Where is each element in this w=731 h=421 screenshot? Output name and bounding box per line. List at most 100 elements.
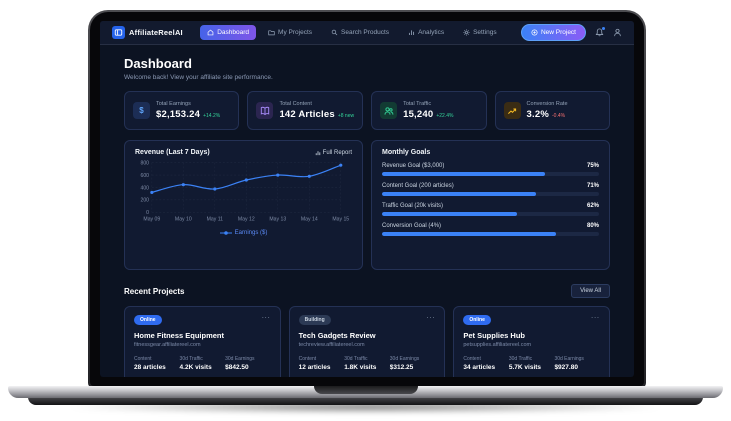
legend-label: Earnings ($)	[234, 230, 268, 237]
laptop-base-bottom	[28, 397, 703, 405]
project-domain: fitnessgear.affiliatereel.com	[134, 342, 201, 348]
goal-progressbar	[382, 172, 599, 176]
svg-text:600: 600	[140, 173, 149, 179]
goal-progress-fill	[382, 192, 537, 196]
search-icon	[331, 29, 338, 36]
user-avatar-icon[interactable]	[613, 28, 622, 37]
pstat-label: Content	[463, 356, 481, 362]
project-domain: petsupplies.affiliatereel.com	[463, 342, 532, 348]
project-card-home-fitness[interactable]: Online ... Home Fitness Equipment fitnes…	[124, 306, 281, 377]
ellipsis-menu-icon[interactable]: ...	[426, 313, 436, 320]
goal-percent: 62%	[586, 203, 599, 209]
svg-text:May 12: May 12	[238, 217, 255, 223]
nav-label: Dashboard	[217, 29, 250, 36]
svg-text:May 10: May 10	[175, 217, 192, 223]
goal-row-conversion: Conversion Goal (4%) 80%	[382, 223, 599, 236]
laptop-base	[8, 386, 723, 398]
pstat-label: 30d Earnings	[389, 356, 420, 362]
stat-label: Total Content	[279, 101, 312, 107]
trending-up-icon	[507, 106, 517, 116]
pstat-value: $927.80	[554, 364, 578, 371]
notifications-bell-icon[interactable]	[595, 27, 605, 37]
brand-name: AffiliateReelAI	[129, 28, 183, 37]
page-title: Dashboard	[124, 56, 192, 71]
stats-row: $ Total Earnings $2,153.24 +14.2%	[124, 91, 610, 130]
project-name: Pet Supplies Hub	[463, 331, 526, 340]
projects-title: Recent Projects	[124, 286, 185, 296]
project-card-pet-supplies[interactable]: Online ... Pet Supplies Hub petsupplies.…	[453, 306, 610, 377]
ellipsis-menu-icon[interactable]: ...	[261, 313, 271, 320]
laptop-bezel: AffiliateReelAI Dashboard My Projects Se…	[90, 12, 644, 386]
folder-icon	[268, 29, 275, 36]
stat-label: Conversion Rate	[526, 101, 568, 107]
full-report-link[interactable]: Full Report	[315, 150, 352, 156]
stat-value: 3.2%	[526, 109, 550, 120]
pstat-label: 30d Earnings	[225, 356, 255, 362]
stat-delta: +8 new	[337, 113, 355, 119]
nav-menu: Dashboard My Projects Search Products An…	[200, 25, 503, 40]
project-status-badge: Building	[298, 315, 331, 325]
goal-progressbar	[382, 212, 599, 216]
stat-icon	[256, 102, 274, 119]
goal-row-revenue: Revenue Goal ($3,000) 75%	[382, 163, 599, 176]
project-status-badge: Online	[134, 315, 162, 325]
stat-label: Total Earnings	[156, 101, 191, 107]
goal-progress-fill	[382, 212, 517, 216]
goal-row-traffic: Traffic Goal (20k visits) 62%	[382, 203, 599, 216]
pstat-value: $842.50	[225, 364, 249, 371]
stat-value: 15,240	[403, 109, 434, 120]
page-subtitle: Welcome back! View your affiliate site p…	[124, 74, 273, 81]
goal-label: Conversion Goal (4%)	[382, 223, 442, 229]
goal-percent: 71%	[586, 183, 599, 189]
nav-label: Search Products	[341, 29, 390, 36]
pstat-label: 30d Traffic	[344, 356, 368, 362]
pstat-label: 30d Traffic	[508, 356, 533, 362]
navbar-actions: New Project	[520, 24, 622, 41]
svg-text:400: 400	[140, 185, 149, 191]
top-navbar: AffiliateReelAI Dashboard My Projects Se…	[100, 21, 634, 45]
ellipsis-menu-icon[interactable]: ...	[591, 313, 600, 320]
nav-label: Analytics	[418, 29, 445, 36]
chart-legend: Earnings ($)	[135, 230, 352, 236]
revenue-chart-panel: Revenue (Last 7 Days) Full Report 0 200 40…	[124, 140, 363, 270]
svg-text:0: 0	[146, 210, 149, 216]
book-icon	[260, 106, 270, 116]
stat-value: $2,153.24	[156, 109, 201, 120]
pstat-value: 4.2K visits	[179, 364, 212, 371]
stat-delta: -0.4%	[552, 113, 566, 119]
monthly-goals-panel: Monthly Goals Revenue Goal ($3,000) 75%	[371, 140, 610, 270]
projects-row: Online ... Home Fitness Equipment fitnes…	[124, 306, 610, 377]
nav-item-dashboard[interactable]: Dashboard	[200, 25, 257, 40]
view-all-button[interactable]: View All	[571, 284, 610, 298]
svg-text:May 13: May 13	[269, 217, 286, 223]
legend-marker-icon	[219, 230, 232, 236]
nav-item-settings[interactable]: Settings	[456, 25, 504, 40]
goal-percent: 75%	[586, 163, 599, 169]
goal-label: Content Goal (200 articles)	[382, 183, 454, 189]
stat-delta: +22.4%	[436, 113, 454, 119]
goal-progressbar	[382, 232, 599, 236]
project-name: Home Fitness Equipment	[134, 331, 225, 340]
pstat-label: Content	[134, 356, 152, 362]
full-report-label: Full Report	[322, 149, 352, 156]
project-card-tech-gadgets[interactable]: Building ... Tech Gadgets Review techrev…	[288, 306, 446, 377]
stat-icon	[380, 102, 398, 119]
bar-chart-icon	[315, 150, 321, 156]
brand: AffiliateReelAI	[112, 26, 183, 39]
chart-icon	[408, 29, 415, 36]
nav-label: My Projects	[278, 29, 312, 36]
laptop-notch	[313, 386, 418, 394]
users-icon	[384, 106, 394, 116]
project-domain: techreview.affiliatereel.com	[298, 342, 365, 348]
goal-progress-fill	[382, 232, 556, 236]
revenue-chart: 0 200 400 600 800 May 09 May 10 May 11 May 12 May…	[140, 161, 349, 223]
stat-card-total-earnings: $ Total Earnings $2,153.24 +14.2%	[124, 91, 240, 130]
new-project-button[interactable]: New Project	[520, 24, 586, 41]
gear-icon	[463, 29, 470, 36]
nav-item-search-products[interactable]: Search Products	[324, 25, 396, 40]
pstat-value: 12 articles	[298, 364, 331, 371]
nav-item-analytics[interactable]: Analytics	[401, 25, 451, 40]
goal-label: Revenue Goal ($3,000)	[382, 163, 445, 169]
nav-item-my-projects[interactable]: My Projects	[261, 25, 319, 40]
project-name: Tech Gadgets Review	[298, 331, 376, 340]
